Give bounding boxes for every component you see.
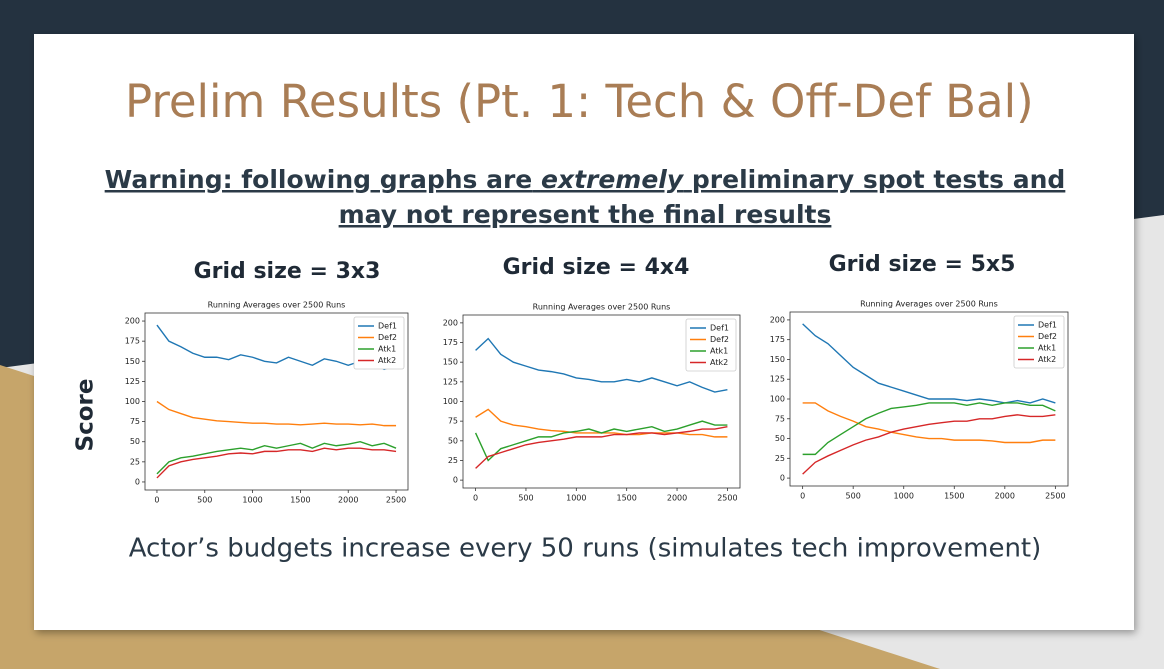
warning-line: Warning: following graphs are extremely … (105, 165, 1066, 194)
y-tick-label: 25 (775, 454, 785, 463)
data-line (475, 337, 728, 393)
legend-label: Atk1 (710, 347, 728, 356)
data-line (475, 425, 728, 469)
x-tick-label: 2500 (1045, 492, 1065, 501)
y-tick-label: 0 (135, 477, 140, 486)
x-tick-label: 2500 (717, 494, 737, 503)
y-tick-label: 100 (770, 395, 785, 404)
y-tick-label: 100 (443, 397, 458, 406)
y-tick-label: 100 (125, 397, 140, 406)
x-tick-label: 2000 (338, 496, 358, 505)
y-tick-label: 75 (775, 414, 785, 423)
y-tick-label: 125 (125, 377, 140, 386)
y-tick-label: 175 (770, 335, 785, 344)
y-tick-label: 175 (125, 337, 140, 346)
legend-box (685, 318, 737, 372)
y-tick-label: 125 (443, 377, 458, 386)
legend-label: Atk2 (1038, 355, 1056, 364)
y-tick-label: 150 (443, 358, 458, 367)
y-tick-label: 0 (453, 476, 458, 485)
legend-label: Atk2 (710, 358, 728, 367)
legend-label: Atk1 (1038, 344, 1056, 353)
x-tick-label: 2500 (386, 496, 406, 505)
y-axis-label: Score (73, 379, 99, 452)
x-tick-label: 1500 (617, 494, 637, 503)
data-line (156, 447, 397, 479)
x-tick-label: 2000 (667, 494, 687, 503)
y-tick-label: 200 (125, 317, 140, 326)
x-tick-label: 500 (846, 492, 861, 501)
legend-label: Atk1 (378, 345, 396, 354)
data-line (156, 400, 397, 427)
y-tick-label: 75 (448, 417, 458, 426)
x-tick-label: 0 (800, 492, 805, 501)
x-tick-label: 0 (154, 496, 159, 505)
data-line (802, 414, 1056, 475)
y-tick-label: 75 (130, 417, 140, 426)
warning-line: may not represent the final results (339, 200, 832, 229)
data-line (802, 323, 1056, 404)
chart-title: Running Averages over 2500 Runs (533, 303, 671, 312)
x-tick-label: 2000 (995, 492, 1015, 501)
footer-text: Actor’s budgets increase every 50 runs (… (129, 534, 1042, 564)
y-tick-label: 200 (443, 318, 458, 327)
y-tick-label: 175 (443, 338, 458, 347)
data-line (802, 402, 1056, 444)
legend-box (1013, 315, 1065, 369)
legend-label: Def1 (1038, 321, 1057, 330)
legend-label: Def1 (378, 322, 397, 331)
y-tick-label: 150 (770, 355, 785, 364)
y-tick-label: 150 (125, 357, 140, 366)
x-tick-label: 500 (518, 494, 533, 503)
legend-box (353, 316, 405, 370)
x-tick-label: 1500 (944, 492, 964, 501)
warning-text: preliminary spot tests and (692, 165, 1065, 194)
x-tick-label: 1000 (242, 496, 262, 505)
data-line (474, 420, 728, 462)
x-tick-label: 0 (473, 494, 478, 503)
y-tick-label: 25 (448, 456, 458, 465)
warning-emphasis: extremely (541, 165, 685, 194)
chart-heading: Grid size = 5x5 (829, 252, 1016, 277)
legend-label: Def2 (710, 335, 729, 344)
chart-heading: Grid size = 3x3 (194, 259, 381, 284)
y-tick-label: 25 (130, 457, 140, 466)
y-tick-label: 125 (770, 375, 785, 384)
y-tick-label: 200 (770, 315, 785, 324)
legend-label: Atk2 (378, 356, 396, 365)
y-tick-label: 50 (775, 434, 785, 443)
data-line (802, 402, 1056, 456)
legend-label: Def1 (710, 324, 729, 333)
slide-title: Prelim Results (Pt. 1: Tech & Off-Def Ba… (125, 75, 1034, 128)
y-tick-label: 50 (448, 436, 458, 445)
chart-heading: Grid size = 4x4 (503, 255, 690, 280)
slide (34, 34, 1134, 630)
x-tick-label: 1500 (290, 496, 310, 505)
y-tick-label: 50 (130, 437, 140, 446)
x-tick-label: 1000 (566, 494, 586, 503)
legend-label: Def2 (378, 333, 397, 342)
chart-title: Running Averages over 2500 Runs (860, 300, 998, 309)
x-tick-label: 1000 (894, 492, 914, 501)
legend-label: Def2 (1038, 332, 1057, 341)
data-line (156, 441, 397, 475)
chart-title: Running Averages over 2500 Runs (208, 301, 346, 310)
y-tick-label: 0 (780, 474, 785, 483)
warning-text: Warning: following graphs are (105, 165, 533, 194)
x-tick-label: 500 (197, 496, 212, 505)
